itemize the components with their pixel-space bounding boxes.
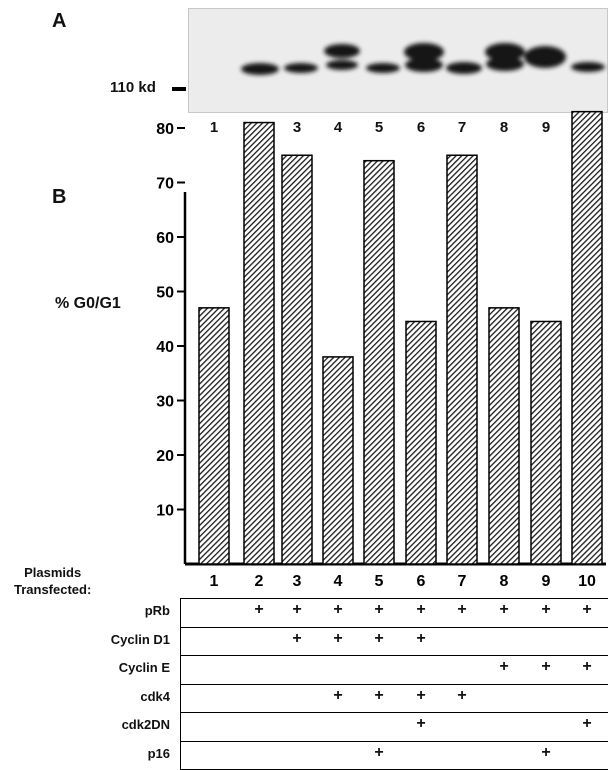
band-lane-3 [284,63,318,73]
lane-number-5: 5 [374,119,384,136]
table-row-label: Cyclin E [118,660,170,676]
table-cell-plus: + [541,658,551,676]
lane-number-3: 3 [292,119,302,136]
y-tick-label-30: 30 [156,394,174,411]
bar-1 [198,307,230,565]
band-lane-8-lower [486,57,524,71]
x-tick-label-1: 1 [210,573,219,590]
x-tick-label-8: 8 [500,573,509,590]
bar-8 [488,307,520,565]
table-row-divider [180,598,608,599]
table-cell-plus: + [541,601,551,619]
table-row-label: pRb [144,603,170,619]
blot-bands [241,43,605,75]
table-cell-plus: + [292,601,302,619]
band-lane-7 [446,62,482,74]
lane-number-7: 7 [457,119,467,136]
table-cell-plus: + [333,601,343,619]
table-cell-plus: + [374,601,384,619]
y-tick-label-10: 10 [156,503,174,520]
x-tick-label-5: 5 [375,573,384,590]
bar-10 [571,110,603,565]
bar-3 [281,154,313,565]
band-lane-6-lower [405,58,443,72]
y-tick-label-80: 80 [156,121,174,138]
band-lane-8-upper [485,43,525,61]
table-cell-plus: + [333,686,343,704]
table-left-border [180,598,181,769]
table-cell-plus: + [499,658,509,676]
y-tick-label-40: 40 [156,339,174,356]
lane-number-1: 1 [209,119,219,136]
table-cell-plus: + [457,601,467,619]
table-row-label: Cyclin D1 [110,631,170,647]
plasmids-header-line-1: Plasmids [24,565,82,580]
table-cell-plus: + [292,629,302,647]
panel-a-letter: A [52,10,67,32]
y-tick-label-20: 20 [156,448,174,465]
band-lane-2 [241,63,279,75]
table-row-divider [180,740,608,742]
bar-9 [530,320,562,565]
lane-number-9: 9 [541,119,551,136]
table-row-divider [180,626,608,628]
table-cell-plus: + [582,658,592,676]
marker-tick [172,87,186,91]
table-cell-plus: + [582,715,592,733]
table-row-divider [180,712,608,713]
band-lane-10 [571,62,605,72]
x-tick-label-2: 2 [255,573,264,590]
table-cell-plus: + [499,601,509,619]
table-cell-plus: + [374,686,384,704]
bar-chart: 10 20 30 40 50 60 70 80 1 2 3 4 5 6 7 8 9 10 [156,110,606,590]
lane-number-8: 8 [499,119,509,136]
x-tick-label-3: 3 [293,573,302,590]
bar-7 [446,154,478,565]
table-cell-plus: + [457,686,467,704]
table-row-divider [180,655,608,656]
x-tick-label-4: 4 [334,573,343,590]
panel-b-letter: B [52,186,67,208]
y-tick-label-50: 50 [156,285,174,302]
band-lane-4-lower [326,60,358,70]
table-row-label: p16 [147,745,170,761]
bar-6 [405,320,437,565]
y-axis-label: % G0/G1 [55,295,121,312]
table-row-divider [180,683,608,685]
y-tick-label-60: 60 [156,230,174,247]
table-cell-plus: + [416,715,426,733]
table-cell-plus: + [333,629,343,647]
table-row-label: cdk4 [140,688,170,704]
plasmids-header: Plasmids Transfected: [14,564,91,598]
bar-2 [243,121,275,565]
lane-number-4: 4 [333,119,343,136]
band-lane-4-upper [324,44,360,58]
bar-4 [322,356,354,565]
table-cell-plus: + [374,629,384,647]
x-tick-label-10: 10 [578,573,596,590]
table-cell-plus: + [416,686,426,704]
x-tick-label-9: 9 [542,573,551,590]
plasmids-header-line-2: Transfected: [14,582,92,597]
table-cell-plus: + [541,743,551,761]
bar-5 [363,159,395,565]
table-cell-plus: + [254,601,264,619]
table-cell-plus: + [416,601,426,619]
lane-number-6: 6 [416,119,426,136]
y-tick-label-70: 70 [156,176,174,193]
table-cell-plus: + [374,743,384,761]
x-tick-label-7: 7 [458,573,467,590]
band-lane-9 [524,46,566,68]
table-cell-plus: + [416,629,426,647]
band-lane-5 [366,63,400,73]
band-lane-6-upper [404,43,444,61]
table-cell-plus: + [582,601,592,619]
x-tick-label-6: 6 [417,573,426,590]
table-row-label: cdk2DN [121,717,170,733]
marker-label: 110 kd [110,79,156,96]
